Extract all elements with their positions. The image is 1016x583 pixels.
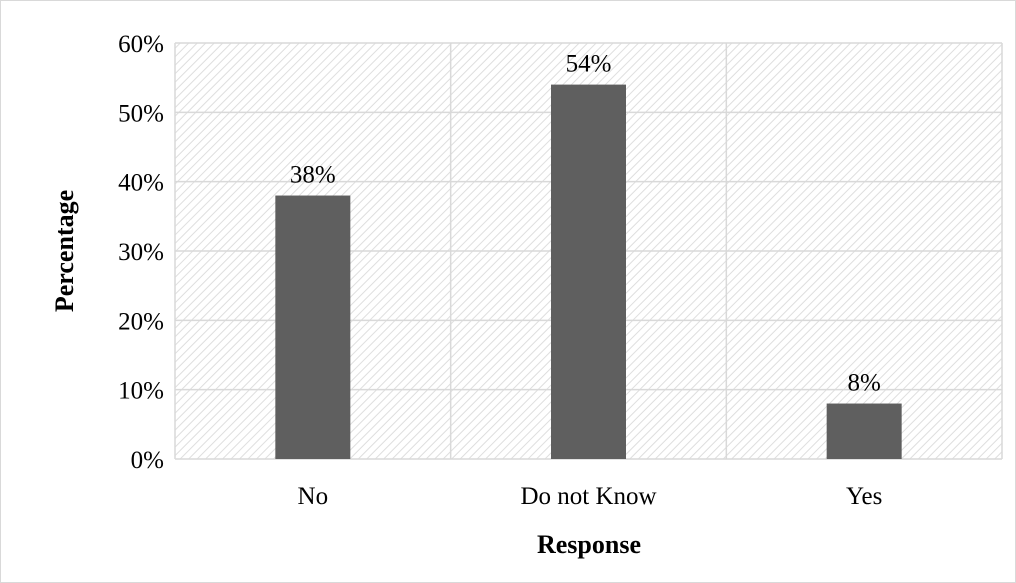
bar — [551, 84, 626, 459]
bars — [275, 84, 902, 460]
x-tick-label: Do not Know — [520, 483, 656, 510]
data-label: 8% — [848, 370, 881, 397]
labels: 0% 10% 20% 30% 40% 50% 60% 38% No 54% Do not Know 8… — [118, 31, 882, 510]
y-tick-label: 10% — [118, 378, 164, 405]
y-tick-label: 60% — [118, 31, 164, 58]
y-tick-label: 50% — [118, 100, 164, 127]
y-tick-label: 40% — [118, 170, 164, 197]
x-tick-label: Yes — [846, 483, 882, 510]
y-tick-label: 0% — [131, 447, 164, 474]
bar — [826, 403, 902, 459]
bar — [275, 195, 351, 460]
y-tick-label: 30% — [118, 239, 164, 266]
y-tick-label: 20% — [118, 308, 164, 335]
x-tick-label: No — [298, 483, 329, 510]
data-label: 54% — [566, 51, 612, 78]
y-axis-title: Percentage — [50, 190, 79, 312]
x-axis-title: Response — [537, 530, 641, 559]
data-label: 38% — [290, 162, 336, 189]
